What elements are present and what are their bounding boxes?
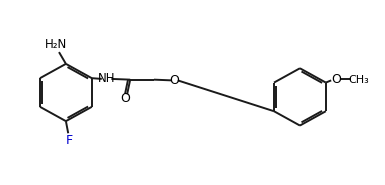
Text: F: F bbox=[66, 134, 73, 147]
Text: O: O bbox=[120, 92, 130, 105]
Text: O: O bbox=[331, 73, 341, 86]
Text: O: O bbox=[169, 74, 179, 87]
Text: H₂N: H₂N bbox=[45, 38, 67, 51]
Text: NH: NH bbox=[98, 72, 115, 85]
Text: CH₃: CH₃ bbox=[348, 75, 369, 85]
